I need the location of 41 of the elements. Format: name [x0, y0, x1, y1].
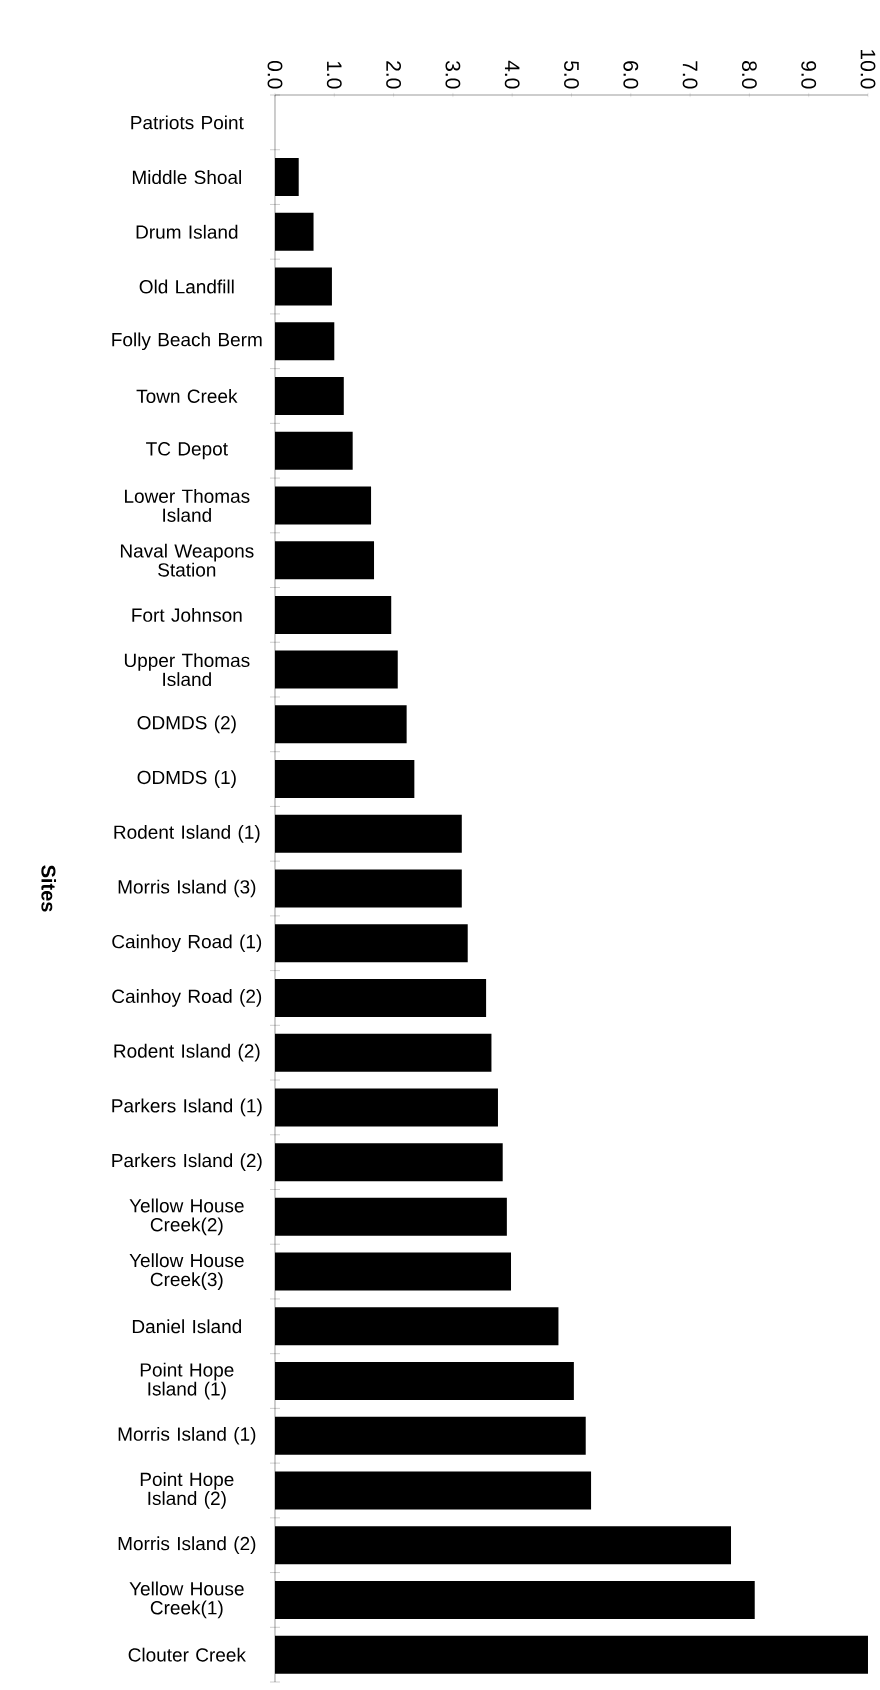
y-tick-label: Point Hope Island (1)	[140, 1362, 234, 1400]
y-tick-label: Point Hope Island (2)	[140, 1472, 234, 1509]
y-tick-label: Clouter Creek	[128, 1647, 246, 1662]
x-tick-label: 7.0	[682, 61, 698, 89]
y-tick-label: ODMDS (2)	[137, 715, 236, 734]
y-tick-label: Fort Johnson	[132, 607, 242, 622]
y-tick-label: Rodent Island (1)	[114, 824, 260, 843]
y-tick-label: Middle Shoal	[132, 170, 241, 185]
x-tick-label: 0.0	[267, 60, 283, 89]
y-tick-label: Old Landfill	[139, 279, 234, 294]
y-axis-title: Sites	[41, 865, 57, 912]
y-tick-label: Cainhoy Road (1)	[112, 934, 262, 953]
x-tick-label: 6.0	[623, 61, 639, 89]
y-tick-label: Cainhoy Road (2)	[112, 989, 262, 1007]
x-tick-label: 10.0	[860, 50, 876, 89]
y-tick-label: Morris Island (3)	[118, 879, 256, 898]
y-tick-label: Parkers Island (1)	[112, 1098, 262, 1117]
y-tick-label: Yellow House Creek(2)	[129, 1198, 244, 1236]
y-tick-label: Morris Island (2)	[118, 1536, 256, 1555]
x-tick-label: 9.0	[801, 61, 817, 89]
y-tick-label: Upper Thomas Island	[124, 653, 250, 687]
y-tick-label: ODMDS (1)	[137, 770, 236, 788]
y-tick-label: Parkers Island (2)	[112, 1153, 262, 1171]
y-tick-label: Drum Island	[136, 224, 238, 239]
x-tick-label: 3.0	[445, 60, 461, 89]
x-tick-label: 5.0	[564, 61, 579, 89]
y-tick-label: Daniel Island	[132, 1319, 242, 1334]
y-tick-label: Morris Island (1)	[118, 1426, 256, 1445]
y-tick-label: Lower Thomas Island	[125, 488, 250, 522]
x-tick-label: 8.0	[741, 61, 757, 89]
x-tick-label: 4.0	[504, 60, 520, 89]
y-tick-label: Patriots Point	[131, 115, 244, 130]
y-tick-label: Yellow House Creek(1)	[129, 1581, 244, 1619]
y-tick-label: Folly Beach Berm	[112, 332, 262, 351]
y-tick-label: Yellow House Creek(3)	[129, 1253, 244, 1290]
y-tick-label: Naval Weapons Station	[120, 543, 254, 577]
y-tick-label: Rodent Island (2)	[114, 1043, 260, 1062]
x-tick-label: 2.0	[386, 61, 402, 89]
y-tick-label: Town Creek	[136, 389, 238, 403]
y-tick-label: TC Depot	[146, 442, 228, 460]
x-tick-label: 1.0	[326, 61, 342, 89]
